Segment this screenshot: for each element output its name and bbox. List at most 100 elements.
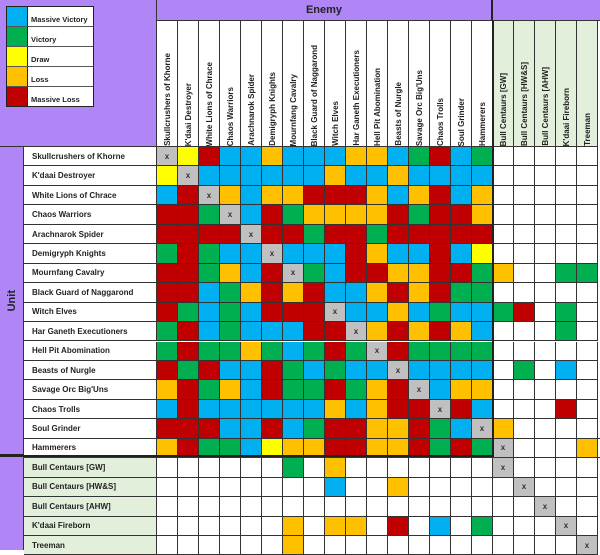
result-cell <box>199 166 220 186</box>
result-cell <box>304 185 325 206</box>
result-cell <box>535 166 556 186</box>
column-header: Har Ganeth Executioners <box>346 21 367 147</box>
result-cell <box>514 185 535 206</box>
column-header: Arachnarok Spider <box>241 21 262 147</box>
result-cell <box>493 147 514 167</box>
result-cell <box>283 360 304 381</box>
result-cell <box>367 244 388 264</box>
column-header-label: Bull Centaurs [AHW] <box>540 67 550 146</box>
self-matchup-cell: x <box>409 380 430 400</box>
result-cell <box>472 205 493 225</box>
result-cell <box>367 477 388 498</box>
row-label: Arachnarok Spider <box>24 224 157 245</box>
result-cell <box>556 205 577 225</box>
row-label: Chaos Warriors <box>24 205 157 225</box>
column-header-label: Arachnarok Spider <box>246 74 256 146</box>
result-cell <box>304 399 325 420</box>
result-cell <box>514 516 535 536</box>
result-cell <box>409 244 430 264</box>
result-cell <box>304 419 325 439</box>
result-cell <box>304 536 325 555</box>
legend-swatch <box>7 27 28 46</box>
result-cell <box>346 302 367 323</box>
result-cell <box>430 516 451 536</box>
result-cell <box>472 516 493 536</box>
result-cell <box>514 458 535 478</box>
column-header-label: K'daai Destroyer <box>183 82 193 146</box>
result-cell <box>430 419 451 439</box>
result-cell <box>241 360 262 381</box>
result-cell <box>199 380 220 400</box>
result-cell <box>157 497 178 517</box>
result-cell <box>325 244 346 264</box>
result-cell <box>220 438 241 459</box>
result-cell <box>178 360 199 381</box>
result-cell <box>262 205 283 225</box>
result-cell <box>178 302 199 323</box>
result-cell <box>157 438 178 459</box>
result-cell <box>157 283 178 303</box>
result-cell <box>283 477 304 498</box>
result-cell <box>514 166 535 186</box>
result-cell <box>241 244 262 264</box>
result-cell <box>493 380 514 400</box>
result-cell <box>535 536 556 555</box>
result-cell <box>199 438 220 459</box>
result-cell <box>409 399 430 420</box>
result-cell <box>241 497 262 517</box>
result-cell <box>535 360 556 381</box>
result-cell <box>514 419 535 439</box>
result-cell <box>430 185 451 206</box>
result-cell <box>178 224 199 245</box>
result-cell <box>304 205 325 225</box>
result-cell <box>346 477 367 498</box>
result-cell <box>451 536 472 555</box>
result-cell <box>493 341 514 361</box>
result-cell <box>262 419 283 439</box>
result-cell <box>346 283 367 303</box>
result-cell <box>577 205 598 225</box>
result-cell <box>472 283 493 303</box>
column-header: Bull Centaurs [HW&S] <box>514 21 535 147</box>
result-cell <box>367 536 388 555</box>
row-label: Hell Pit Abomination <box>24 341 157 361</box>
column-header: Bull Centaurs [GW] <box>493 21 514 147</box>
result-cell <box>346 399 367 420</box>
row-label: Skullcrushers of Khorne <box>24 147 157 167</box>
result-cell <box>472 497 493 517</box>
result-cell <box>493 263 514 284</box>
result-cell <box>199 497 220 517</box>
result-cell <box>262 322 283 342</box>
result-cell <box>409 205 430 225</box>
result-cell <box>409 360 430 381</box>
result-cell <box>283 399 304 420</box>
result-cell <box>556 419 577 439</box>
row-label: Witch Elves <box>24 302 157 323</box>
result-cell <box>451 263 472 284</box>
row-label: Bull Centaurs [HW&S] <box>24 477 157 498</box>
result-cell <box>178 536 199 555</box>
result-cell <box>325 477 346 498</box>
column-header-label: Mournfang Cavalry <box>288 73 298 146</box>
result-cell <box>346 497 367 517</box>
legend-label: Victory <box>31 35 57 44</box>
result-cell <box>472 458 493 478</box>
result-cell <box>346 147 367 167</box>
result-cell <box>157 341 178 361</box>
result-cell <box>325 419 346 439</box>
result-cell <box>262 477 283 498</box>
result-cell <box>241 205 262 225</box>
result-cell <box>556 399 577 420</box>
result-cell <box>283 516 304 536</box>
result-cell <box>157 263 178 284</box>
result-cell <box>556 380 577 400</box>
result-cell <box>262 283 283 303</box>
row-label: Hammerers <box>24 438 157 459</box>
result-cell <box>388 497 409 517</box>
self-matchup-cell: x <box>283 263 304 284</box>
result-cell <box>451 458 472 478</box>
result-cell <box>178 205 199 225</box>
column-header-label: Bull Centaurs [HW&S] <box>519 62 529 146</box>
result-cell <box>493 399 514 420</box>
